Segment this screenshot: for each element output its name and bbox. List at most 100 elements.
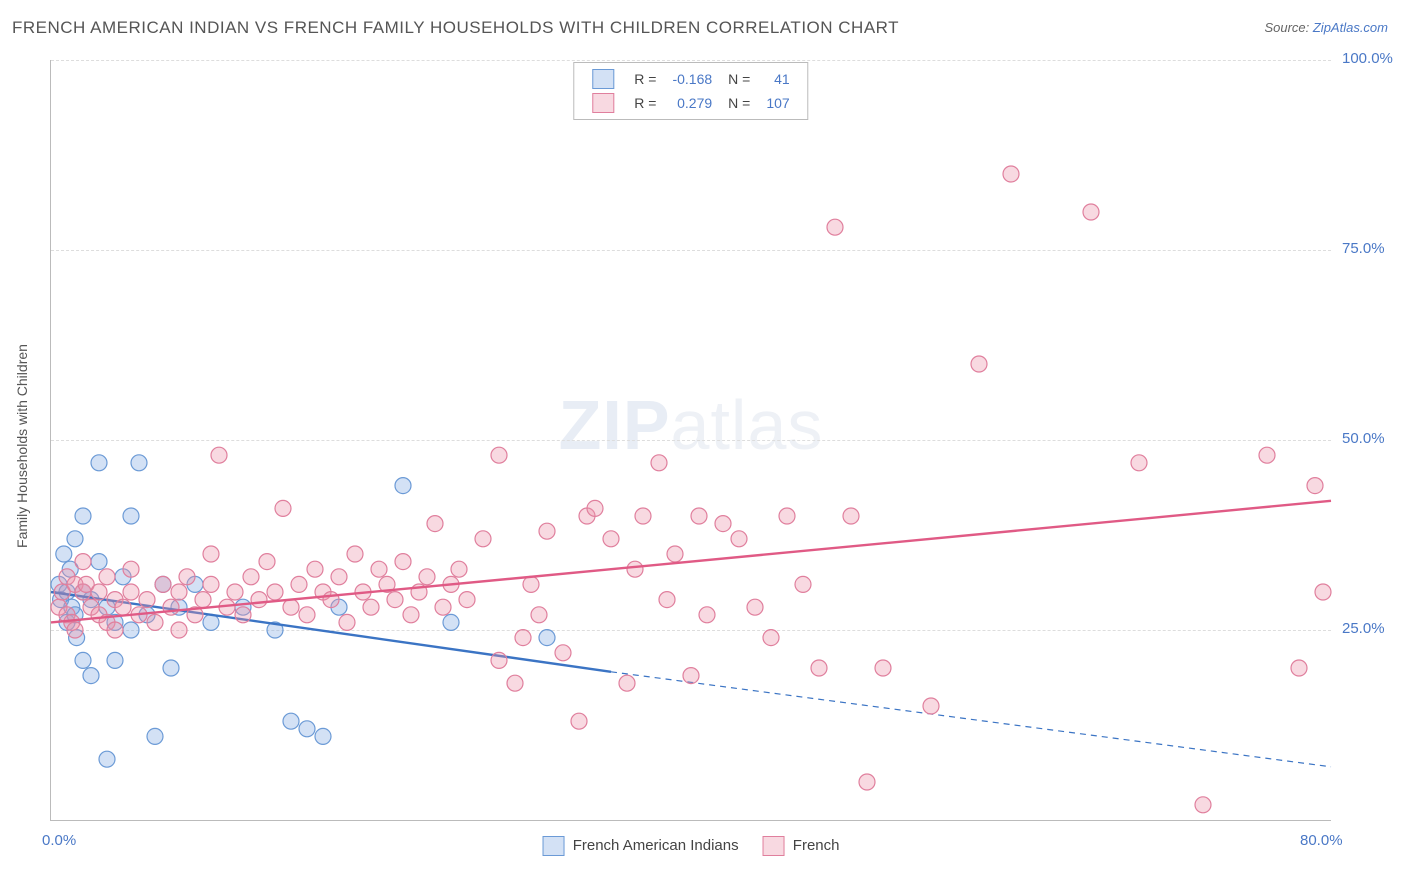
data-point [1195,797,1211,813]
chart-container: FRENCH AMERICAN INDIAN VS FRENCH FAMILY … [0,0,1406,892]
legend-stats-row: R =-0.168N =41 [584,67,797,91]
data-point [587,500,603,516]
data-point [155,576,171,592]
data-point [299,607,315,623]
data-point [475,531,491,547]
data-point [763,630,779,646]
chart-title: FRENCH AMERICAN INDIAN VS FRENCH FAMILY … [12,18,899,38]
data-point [347,546,363,562]
legend-stats-row: R =0.279N =107 [584,91,797,115]
data-point [659,592,675,608]
data-point [627,561,643,577]
legend-series: French American Indians French [531,836,852,856]
data-point [235,607,251,623]
data-point [243,569,259,585]
data-point [195,592,211,608]
data-point [75,652,91,668]
data-point [67,622,83,638]
data-point [267,584,283,600]
data-point [163,660,179,676]
data-point [339,614,355,630]
data-point [427,516,443,532]
data-point [683,668,699,684]
data-point [91,455,107,471]
data-point [123,622,139,638]
data-point [843,508,859,524]
data-point [715,516,731,532]
data-point [131,455,147,471]
data-point [507,675,523,691]
data-point [251,592,267,608]
data-point [67,531,83,547]
data-point [1003,166,1019,182]
x-tick-label: 80.0% [1300,832,1343,849]
data-point [75,554,91,570]
data-point [123,561,139,577]
data-point [179,569,195,585]
data-point [451,561,467,577]
data-point [307,561,323,577]
data-point [699,607,715,623]
data-point [491,447,507,463]
data-point [275,500,291,516]
data-point [387,592,403,608]
data-point [971,356,987,372]
data-point [1291,660,1307,676]
data-point [171,622,187,638]
data-point [635,508,651,524]
data-point [227,584,243,600]
data-point [99,751,115,767]
y-axis-label: Family Households with Children [14,344,30,548]
data-point [107,652,123,668]
data-point [571,713,587,729]
data-point [75,508,91,524]
scatter-plot [51,60,1331,820]
data-point [859,774,875,790]
trend-line-extrapolated [611,672,1331,767]
data-point [283,713,299,729]
source-attribution: Source: ZipAtlas.com [1264,20,1388,35]
data-point [923,698,939,714]
data-point [779,508,795,524]
data-point [331,569,347,585]
source-label: Source: [1264,20,1312,35]
data-point [315,728,331,744]
data-point [443,614,459,630]
data-point [139,592,155,608]
source-link[interactable]: ZipAtlas.com [1313,20,1388,35]
data-point [259,554,275,570]
data-point [531,607,547,623]
data-point [523,576,539,592]
data-point [539,630,555,646]
data-point [731,531,747,547]
data-point [123,508,139,524]
data-point [371,561,387,577]
data-point [1315,584,1331,600]
data-point [747,599,763,615]
data-point [1131,455,1147,471]
data-point [515,630,531,646]
data-point [91,554,107,570]
data-point [147,614,163,630]
data-point [403,607,419,623]
data-point [795,576,811,592]
data-point [435,599,451,615]
data-point [123,584,139,600]
data-point [291,576,307,592]
data-point [539,523,555,539]
data-point [875,660,891,676]
data-point [363,599,379,615]
data-point [619,675,635,691]
y-tick-label: 75.0% [1342,240,1385,257]
data-point [203,546,219,562]
data-point [211,447,227,463]
y-tick-label: 50.0% [1342,430,1385,447]
data-point [651,455,667,471]
data-point [203,576,219,592]
data-point [107,622,123,638]
y-tick-label: 100.0% [1342,50,1393,67]
data-point [299,721,315,737]
data-point [323,592,339,608]
y-tick-label: 25.0% [1342,620,1385,637]
data-point [99,569,115,585]
